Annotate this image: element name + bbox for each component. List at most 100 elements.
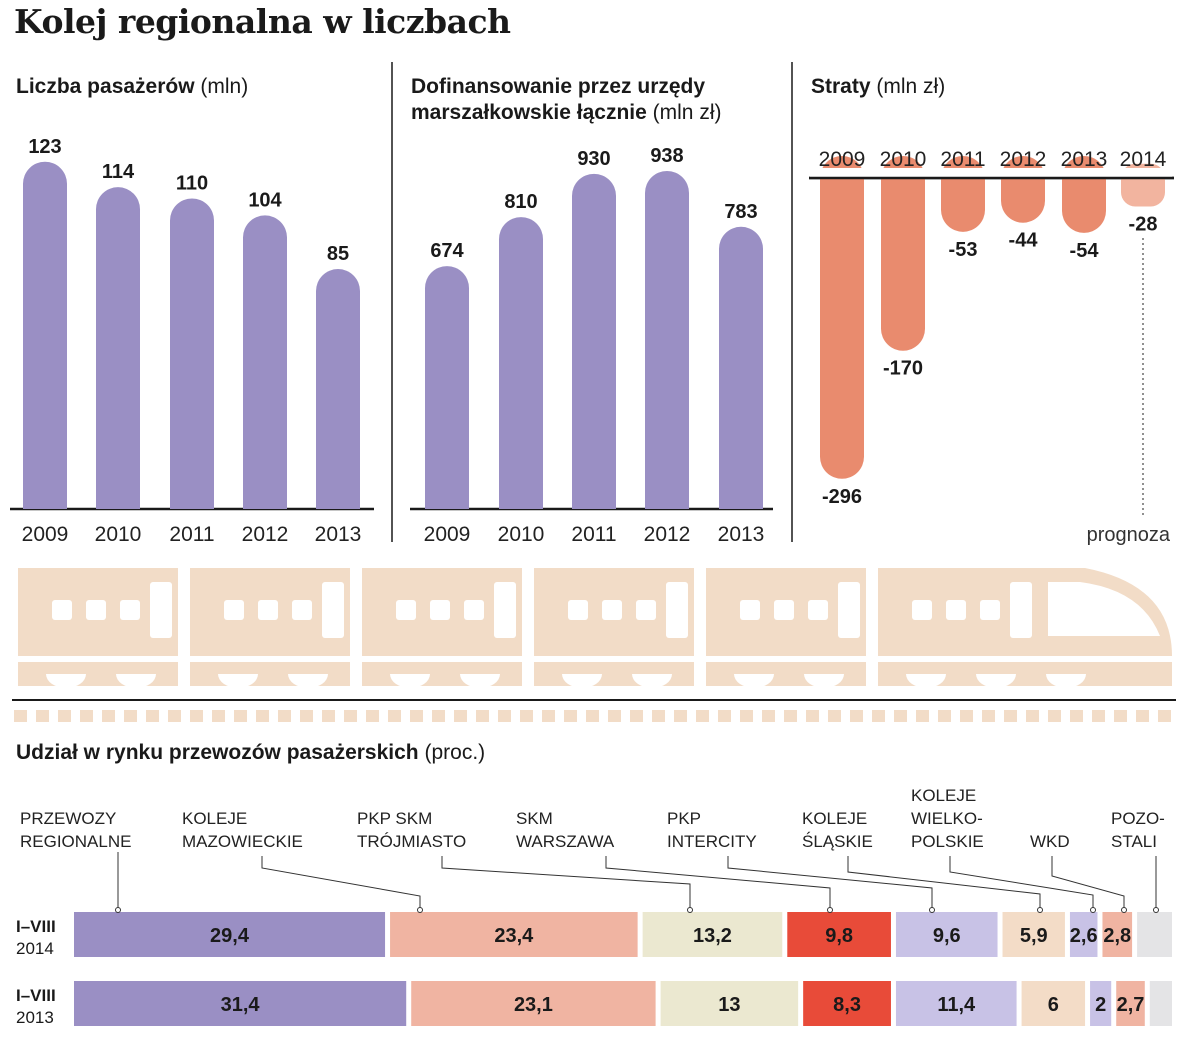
share-value-label-2-8: 2,7 <box>1117 994 1145 1016</box>
losses-baseline-mask <box>810 168 1172 177</box>
losses-year-label-2010: 2010 <box>880 148 927 171</box>
losses-bar-2009 <box>820 156 864 479</box>
train-illustration <box>12 568 1176 722</box>
share-row-label-1-b: 2014 <box>16 939 54 958</box>
carrier-leader-line-2 <box>261 856 421 910</box>
locomotive-cab-window <box>1048 582 1160 636</box>
passengers-bars: 123 2009 114 2010 110 2011 104 2012 85 2013 <box>22 136 362 546</box>
share-value-label-1-1: 29,4 <box>210 925 250 947</box>
train-window <box>912 600 932 620</box>
carrier-leader-line-4 <box>605 856 831 910</box>
carrier-label-7-line-3: POLSKIE <box>911 832 984 851</box>
subsidy-bar-2013 <box>719 226 763 509</box>
train-wheel-cutout <box>288 674 328 688</box>
train-car-4 <box>534 568 694 688</box>
carrier-label-2-line-2: MAZOWIECKIE <box>182 832 303 851</box>
train-door <box>1010 582 1032 638</box>
train-window <box>120 600 140 620</box>
train-car-3 <box>362 568 522 688</box>
rail-sleeper <box>168 710 181 722</box>
subsidy-bar-2012 <box>645 170 689 509</box>
share-segment-2-2 <box>411 981 656 1026</box>
share-value-label-1-5: 9,6 <box>933 925 961 947</box>
rail-sleeper <box>234 710 247 722</box>
train-window <box>602 600 622 620</box>
rail-sleeper <box>344 710 357 722</box>
rail-sleeper <box>872 710 885 722</box>
rail-sleeper <box>410 710 423 722</box>
train-wheel-cutout <box>734 674 774 688</box>
share-segment-2-9 <box>1149 981 1172 1026</box>
losses-title-text: Straty <box>811 75 871 98</box>
rail-sleeper <box>322 710 335 722</box>
train-car-2 <box>190 568 350 688</box>
rail-sleeper <box>300 710 313 722</box>
share-segment-2-3 <box>660 981 799 1026</box>
share-value-label-2-5: 11,4 <box>937 994 976 1016</box>
rail-sleeper <box>520 710 533 722</box>
rail-sleeper <box>762 710 775 722</box>
page-title: Kolej regionalna w liczbach <box>14 2 511 41</box>
subsidy-value-label-2009: 674 <box>430 240 464 262</box>
rail-sleeper <box>652 710 665 722</box>
train-wheel-cutout <box>976 674 1016 688</box>
rail-sleeper <box>894 710 907 722</box>
train-door <box>322 582 344 638</box>
subsidy-bar-2009 <box>425 266 469 509</box>
rail-sleeper <box>828 710 841 722</box>
passengers-bar-2013 <box>316 269 360 509</box>
rail-sleeper <box>1114 710 1127 722</box>
passengers-title-text: Liczba pasażerów <box>16 75 195 98</box>
share-segment-2-4 <box>803 981 891 1026</box>
market-share-title: Udział w rynku przewozów pasażerskich (p… <box>16 740 485 766</box>
passengers-year-label-2009: 2009 <box>22 523 69 546</box>
losses-year-label-2009: 2009 <box>819 148 866 171</box>
train-door <box>150 582 172 638</box>
subsidy-chart-title: Dofinansowanie przez urzędy marszałkowsk… <box>411 74 721 126</box>
subsidy-bar-2011 <box>572 173 616 509</box>
subsidy-value-label-2013: 783 <box>724 201 757 223</box>
rail-sleeper <box>938 710 951 722</box>
subsidy-value-label-2011: 930 <box>577 148 610 170</box>
train-wheel-cutout <box>562 674 602 688</box>
rail-sleeper <box>850 710 863 722</box>
share-segment-1-1 <box>74 912 386 957</box>
train-wheel-cutout <box>906 674 946 688</box>
rail-sleeper <box>388 710 401 722</box>
train-window <box>774 600 794 620</box>
subsidy-unit: (mln zł) <box>652 101 722 124</box>
carrier-leader-dot-4 <box>827 907 833 913</box>
share-segment-2-5 <box>895 981 1017 1026</box>
carrier-label-1-line-2: REGIONALNE <box>20 832 131 851</box>
losses-value-label-2013: -54 <box>1070 240 1100 262</box>
share-segment-1-8 <box>1102 912 1133 957</box>
share-row-label-2-a: I–VIII <box>16 986 56 1005</box>
share-value-label-2-2: 23,1 <box>514 994 553 1016</box>
passengers-value-label-2009: 123 <box>28 136 61 158</box>
rail-sleeper <box>256 710 269 722</box>
share-segment-1-7 <box>1069 912 1098 957</box>
rail-sleeper <box>498 710 511 722</box>
carrier-label-4-line-2: WARSZAWA <box>516 832 615 851</box>
carrier-leader-line-7 <box>949 856 1094 910</box>
share-segment-1-9 <box>1137 912 1172 957</box>
rail-sleeper <box>674 710 687 722</box>
share-segment-1-6 <box>1002 912 1065 957</box>
share-value-label-1-6: 5,9 <box>1020 925 1048 947</box>
rail-sleeper <box>476 710 489 722</box>
losses-bar-2010 <box>881 156 925 351</box>
carrier-label-6-line-1: KOLEJE <box>802 809 867 828</box>
market-share-title-text: Udział w rynku przewozów pasażerskich <box>16 741 419 764</box>
train-door <box>494 582 516 638</box>
rail-sleeper <box>278 710 291 722</box>
train-window <box>396 600 416 620</box>
subsidy-year-label-2009: 2009 <box>424 523 471 546</box>
share-value-label-2-4: 8,3 <box>833 994 861 1016</box>
train-wheel-cutout <box>804 674 844 688</box>
subsidy-year-label-2012: 2012 <box>644 523 691 546</box>
train-window <box>430 600 450 620</box>
subsidy-title-line-2: marszałkowskie łącznie <box>411 101 647 124</box>
train-window <box>86 600 106 620</box>
share-segment-2-8 <box>1116 981 1145 1026</box>
market-share-unit: (proc.) <box>424 741 486 764</box>
